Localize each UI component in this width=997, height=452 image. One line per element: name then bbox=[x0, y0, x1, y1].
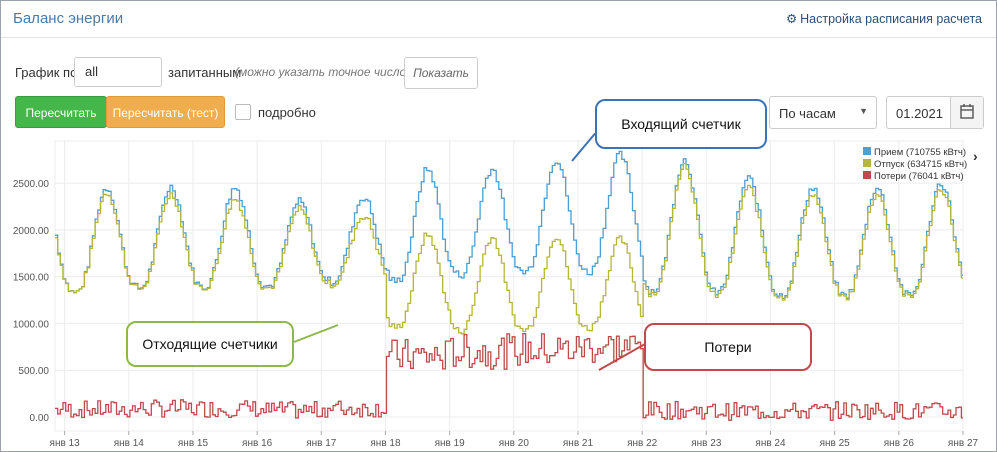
x-tick-label: янв 23 bbox=[691, 438, 722, 449]
chevron-down-icon: ▼ bbox=[859, 106, 868, 116]
x-tick-label: янв 14 bbox=[114, 438, 145, 449]
x-tick-label: янв 18 bbox=[370, 438, 401, 449]
x-tick-label: янв 13 bbox=[50, 438, 81, 449]
legend-swatch bbox=[863, 171, 871, 179]
y-tick-label: 2000.00 bbox=[13, 226, 50, 237]
callout-losses: Потери bbox=[644, 323, 812, 371]
chevron-right-icon[interactable]: › bbox=[973, 148, 978, 164]
period-select-value: По часам bbox=[779, 106, 836, 121]
schedule-settings-link[interactable]: ⚙ Настройка расписания расчета bbox=[786, 11, 982, 26]
legend-swatch bbox=[863, 159, 871, 167]
series-line-1 bbox=[55, 162, 963, 335]
y-tick-label: 1000.00 bbox=[13, 319, 50, 330]
y-axis-labels: 0.00 500.00 1000.00 1500.00 2000.00 2500.00 bbox=[13, 179, 50, 424]
chart-series bbox=[55, 150, 963, 421]
x-tick-label: янв 24 bbox=[755, 438, 786, 449]
pointer-incoming bbox=[571, 133, 597, 162]
x-tick-label: янв 17 bbox=[306, 438, 337, 449]
show-button[interactable]: Показать bbox=[404, 57, 478, 89]
callout-pointers bbox=[293, 133, 646, 371]
plot-area bbox=[54, 140, 964, 432]
count-input[interactable]: all bbox=[74, 57, 162, 87]
y-tick-label: 0.00 bbox=[30, 413, 50, 424]
callout-incoming: Входящий счетчик bbox=[595, 99, 767, 149]
gear-icon: ⚙ bbox=[785, 12, 798, 26]
callout-outgoing: Отходящие счетчики bbox=[126, 321, 294, 367]
month-input[interactable]: 01.2021 bbox=[896, 106, 943, 121]
count-suffix: запитанным bbox=[168, 65, 242, 80]
schedule-settings-label: Настройка расписания расчета bbox=[800, 12, 982, 26]
pointer-outgoing bbox=[293, 324, 339, 343]
x-tick-label: янв 26 bbox=[884, 438, 915, 449]
calendar-button[interactable] bbox=[950, 97, 983, 128]
x-tick-label: янв 21 bbox=[563, 438, 594, 449]
graph-by-label: График по bbox=[15, 65, 78, 80]
y-tick-label: 1500.00 bbox=[13, 273, 50, 284]
recalc-button[interactable]: Пересчитать bbox=[15, 96, 107, 128]
pointer-losses bbox=[598, 343, 646, 371]
count-hint: (можно указать точное число) bbox=[235, 65, 411, 79]
x-axis-labels: янв 13 янв 14 янв 15 янв 16 янв 17 янв 18 янв … bbox=[50, 438, 979, 449]
series-line-0 bbox=[55, 150, 963, 300]
x-tick-label: янв 15 bbox=[178, 438, 209, 449]
x-tick-label: янв 27 bbox=[948, 438, 979, 449]
x-tick-label: янв 22 bbox=[627, 438, 658, 449]
legend-swatch bbox=[863, 147, 871, 155]
recalc-test-button[interactable]: Пересчитать (тест) bbox=[106, 96, 225, 128]
x-tick-label: янв 25 bbox=[820, 438, 851, 449]
legend-label: Прием (710755 кВтч) bbox=[874, 147, 966, 158]
chart-legend: Прием (710755 кВтч)Отпуск (634715 кВтч)П… bbox=[863, 147, 967, 182]
energy-chart: 0.00 500.00 1000.00 1500.00 2000.00 2500.00 я… bbox=[13, 133, 979, 449]
legend-label: Отпуск (634715 кВтч) bbox=[874, 159, 967, 170]
legend-label: Потери (76041 кВтч) bbox=[874, 171, 964, 182]
chart-grid bbox=[54, 140, 964, 435]
panel-title: Баланс энергии bbox=[13, 10, 124, 27]
y-tick-label: 500.00 bbox=[18, 366, 49, 377]
x-tick-label: янв 16 bbox=[242, 438, 273, 449]
month-input-group[interactable]: 01.2021 bbox=[886, 96, 984, 129]
detail-label: подробно bbox=[258, 105, 316, 120]
period-select[interactable]: По часам ▼ bbox=[769, 96, 877, 129]
x-tick-label: янв 19 bbox=[435, 438, 466, 449]
detail-checkbox[interactable] bbox=[235, 104, 251, 120]
calendar-icon bbox=[960, 104, 974, 119]
x-tick-label: янв 20 bbox=[499, 438, 530, 449]
y-tick-label: 2500.00 bbox=[13, 179, 50, 190]
panel-header: Баланс энергии ⚙ Настройка расписания рас… bbox=[1, 1, 996, 38]
series-line-2 bbox=[55, 333, 963, 421]
